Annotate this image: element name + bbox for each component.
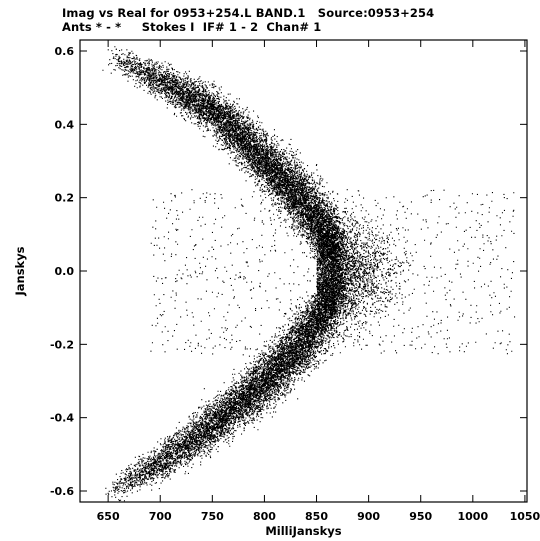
y-tick-label: -0.4 (50, 412, 74, 425)
x-tick-label: 950 (409, 510, 432, 523)
scatter-points (102, 46, 516, 502)
x-tick-label: 750 (201, 510, 224, 523)
data-points (102, 46, 516, 502)
y-tick-label: -0.2 (50, 338, 74, 351)
y-tick-label: 0.6 (55, 45, 75, 58)
x-tick-label: 850 (305, 510, 328, 523)
y-tick-label: 0.2 (55, 192, 75, 205)
x-axis-label: MilliJanskys (265, 524, 341, 538)
x-tick-labels: 650 700 750 800 850 900 950 1000 1050 (97, 510, 540, 523)
x-tick-label: 700 (149, 510, 172, 523)
plot-frame (79, 39, 528, 503)
axis-ticks (80, 40, 527, 502)
x-tick-label: 1050 (510, 510, 540, 523)
y-axis-label: Janskys (13, 246, 27, 296)
y-tick-label: -0.6 (50, 485, 74, 498)
y-tick-labels: 0.6 0.4 0.2 0.0 -0.2 -0.4 -0.6 (50, 45, 74, 498)
y-tick-label: 0.0 (55, 265, 75, 278)
x-tick-label: 900 (357, 510, 380, 523)
chart-title-line-2: Ants * - * Stokes I IF# 1 - 2 Chan# 1 (62, 20, 322, 34)
x-tick-label: 1000 (458, 510, 489, 523)
y-tick-label: 0.4 (55, 118, 75, 131)
x-tick-label: 650 (97, 510, 120, 523)
x-tick-label: 800 (253, 510, 276, 523)
chart-title-line-1: Imag vs Real for 0953+254.L BAND.1 Sourc… (62, 6, 435, 20)
